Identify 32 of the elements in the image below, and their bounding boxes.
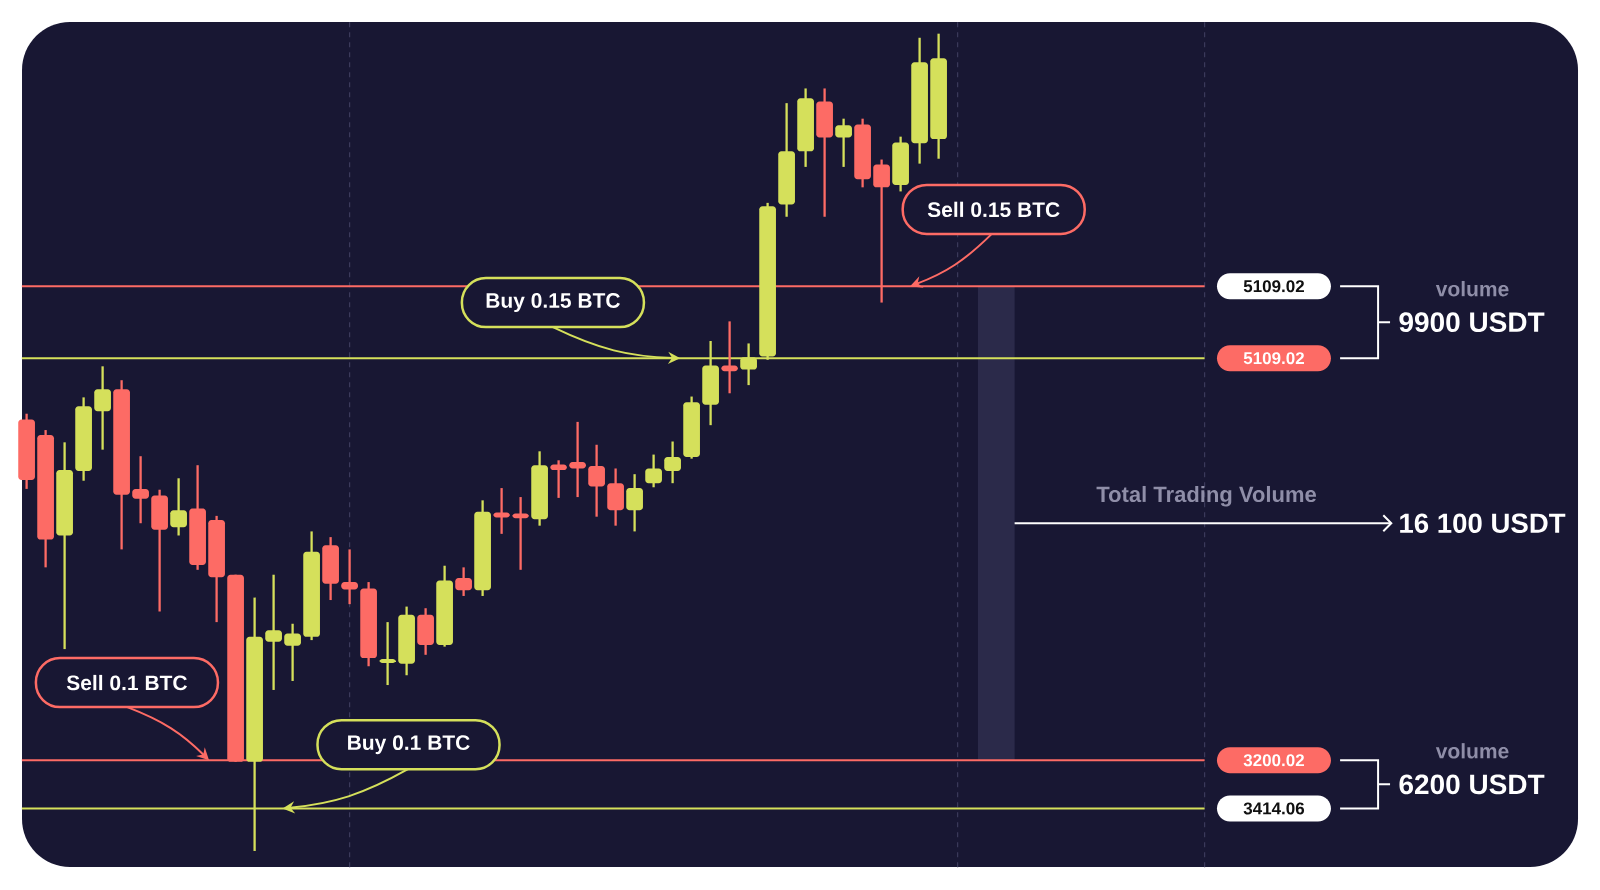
text: 3200.02 <box>1243 754 1304 767</box>
candlestick <box>493 486 510 535</box>
annotation: Buy 0.15 BTC <box>486 293 620 313</box>
candlestick <box>512 495 529 571</box>
text: 16 100 USDT <box>1400 513 1566 534</box>
annotation: Sell 0.15 BTC <box>927 201 1060 218</box>
text: volume <box>1435 743 1509 759</box>
candlestick <box>379 620 396 687</box>
candlestick <box>265 573 282 692</box>
candlestick <box>626 473 643 533</box>
candlestick <box>569 420 586 499</box>
candlestick <box>341 548 358 606</box>
annotation: Sell 0.1 BTC <box>66 674 188 691</box>
candlestick <box>664 440 681 485</box>
text: 6200 USDT <box>1399 774 1545 795</box>
text: 5109.02 <box>1243 280 1304 293</box>
candlestick <box>721 320 738 395</box>
text: Total Trading Volume <box>1096 485 1317 507</box>
candlestick <box>835 117 852 169</box>
candlestick <box>455 566 472 598</box>
candlestick <box>645 453 662 489</box>
text: volume <box>1435 280 1509 297</box>
candlestick <box>170 477 187 537</box>
candlestick <box>94 365 111 451</box>
candlestick <box>588 443 605 518</box>
candlestick <box>284 622 301 683</box>
text: 3414.06 <box>1243 802 1305 815</box>
text: 5109.02 <box>1243 352 1304 365</box>
text: 9900 USDT <box>1399 312 1545 333</box>
annotation: Buy 0.1 BTC <box>348 735 470 755</box>
candlestick <box>550 459 567 500</box>
candlestick <box>132 455 149 525</box>
